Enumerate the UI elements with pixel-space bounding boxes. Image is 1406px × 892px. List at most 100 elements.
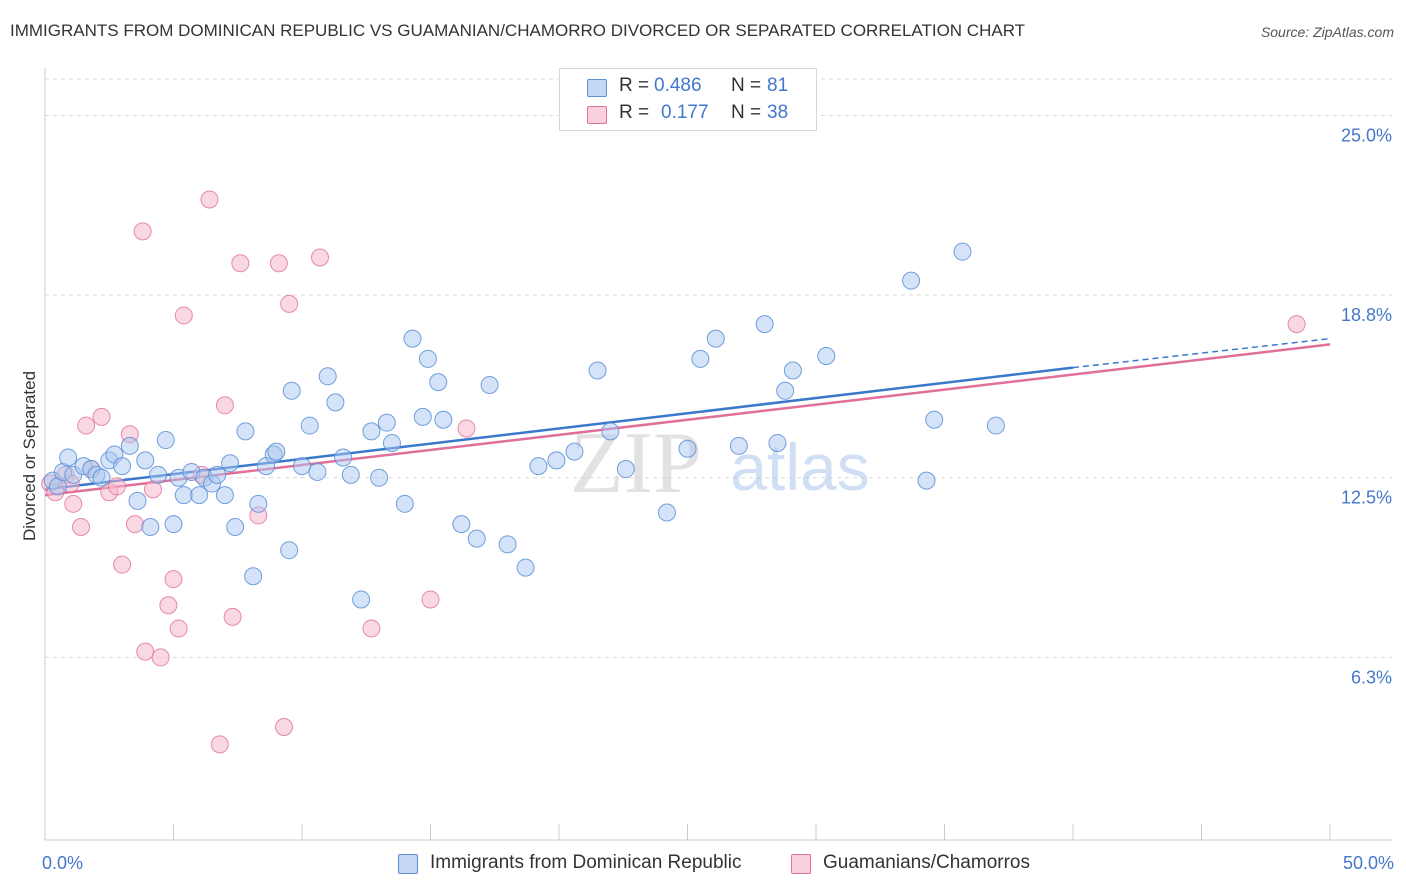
- tick-labels: 6.3% 12.5% 18.8% 25.0% 0.0% 50.0%: [42, 125, 1394, 873]
- data-point-dominican: [817, 347, 836, 366]
- legend-swatch-pink: [587, 106, 607, 124]
- data-point-dominican: [953, 242, 972, 261]
- data-point-guamanian: [280, 294, 299, 313]
- data-point-guamanian: [231, 254, 250, 273]
- data-point-dominican: [547, 451, 566, 470]
- legend-r-label: R =: [619, 102, 650, 123]
- data-point-dominican: [164, 515, 183, 534]
- data-point-guamanian: [92, 407, 111, 426]
- data-point-dominican: [768, 433, 787, 452]
- data-point-dominican: [141, 518, 160, 537]
- data-point-guamanian: [275, 717, 294, 736]
- data-point-dominican: [113, 457, 132, 476]
- data-point-dominican: [174, 486, 193, 505]
- data-point-dominican: [601, 422, 620, 441]
- data-point-guamanian: [223, 607, 242, 626]
- y-tick-label: 18.8%: [1341, 305, 1392, 325]
- data-point-dominican: [149, 465, 168, 484]
- data-point-dominican: [783, 361, 802, 380]
- data-point-dominican: [691, 349, 710, 368]
- legend-row-guamanian: R = 0.177 N = 38: [560, 102, 816, 128]
- watermark-atlas: atlas: [730, 430, 869, 504]
- data-point-guamanian: [164, 570, 183, 589]
- data-point-dominican: [226, 518, 245, 537]
- series-dominican-points: [43, 242, 1005, 609]
- data-point-dominican: [480, 375, 499, 394]
- data-point-guamanian: [457, 419, 476, 438]
- series-guamanians-points: [41, 190, 1306, 754]
- legend-n-label: N =: [731, 102, 762, 123]
- data-point-guamanian: [421, 590, 440, 609]
- data-point-dominican: [318, 367, 337, 386]
- data-point-guamanian: [113, 555, 132, 574]
- data-point-dominican: [467, 529, 486, 548]
- data-point-dominican: [120, 436, 139, 455]
- data-point-dominican: [565, 442, 584, 461]
- data-point-dominican: [729, 436, 748, 455]
- x-tick-label: 50.0%: [1343, 853, 1394, 873]
- bottom-legend-label: Guamanians/Chamorros: [823, 852, 1030, 873]
- data-point-dominican: [293, 457, 311, 476]
- trend-line-dominican-extension: [1072, 337, 1331, 369]
- data-point-dominican: [776, 381, 795, 400]
- data-point-dominican: [452, 515, 471, 534]
- data-point-guamanian: [169, 619, 188, 638]
- data-point-dominican: [215, 486, 234, 505]
- data-point-guamanian: [310, 248, 329, 267]
- data-point-dominican: [221, 454, 240, 473]
- data-point-guamanian: [362, 619, 381, 638]
- correlation-legend: R = 0.486 N = 81 R = 0.177 N = 38: [559, 68, 817, 131]
- bottom-legend-swatch-blue: [398, 854, 418, 874]
- y-tick-label: 6.3%: [1351, 667, 1392, 687]
- data-point-guamanian: [71, 518, 90, 537]
- data-point-dominican: [334, 448, 353, 467]
- y-axis-label: Divorced or Separated: [20, 370, 39, 542]
- data-point-dominican: [588, 361, 607, 380]
- legend-row-dominican: R = 0.486 N = 81: [560, 75, 816, 101]
- chart-title: IMMIGRANTS FROM DOMINICAN REPUBLIC VS GU…: [10, 21, 1026, 40]
- data-point-dominican: [267, 442, 286, 461]
- data-point-dominican: [92, 468, 111, 487]
- data-point-guamanian: [210, 735, 229, 754]
- data-point-dominican: [341, 465, 360, 484]
- data-point-guamanian: [133, 222, 152, 241]
- data-point-dominican: [418, 349, 437, 368]
- data-point-guamanian: [151, 648, 170, 667]
- data-point-dominican: [156, 431, 175, 450]
- legend-r-value: 0.177: [661, 102, 709, 123]
- data-point-guamanian: [136, 642, 155, 661]
- data-point-dominican: [362, 422, 381, 441]
- axes: [44, 68, 1392, 841]
- data-point-dominican: [326, 393, 345, 412]
- bottom-legend-swatch-pink: [791, 854, 811, 874]
- data-point-dominican: [382, 433, 401, 452]
- legend-r-label: R =: [619, 75, 650, 96]
- data-point-dominican: [236, 422, 255, 441]
- x-tick-label: 0.0%: [42, 853, 83, 873]
- legend-swatch-blue: [587, 79, 607, 97]
- data-point-dominican: [249, 494, 268, 513]
- legend-n-value: 81: [767, 75, 789, 96]
- data-point-guamanian: [64, 494, 83, 513]
- legend-n-value: 38: [767, 102, 789, 123]
- bottom-legend-label: Immigrants from Dominican Republic: [430, 852, 742, 873]
- data-point-dominican: [208, 465, 227, 484]
- data-point-dominican: [282, 381, 301, 400]
- data-point-dominican: [529, 457, 548, 476]
- source-label: Source: ZipAtlas.com: [1260, 24, 1394, 40]
- data-point-dominican: [59, 448, 78, 467]
- data-point-guamanian: [215, 396, 234, 415]
- data-point-dominican: [516, 558, 535, 577]
- data-point-dominican: [755, 315, 774, 334]
- legend-n-label: N =: [731, 75, 762, 96]
- data-point-guamanian: [1287, 315, 1306, 334]
- data-point-dominican: [280, 541, 299, 560]
- data-point-dominican: [377, 413, 396, 432]
- data-point-dominican: [986, 416, 1005, 435]
- data-point-guamanian: [174, 306, 193, 325]
- data-point-dominican: [370, 468, 389, 487]
- data-point-guamanian: [125, 515, 144, 534]
- data-point-dominican: [657, 503, 676, 522]
- data-point-dominican: [678, 439, 697, 458]
- data-point-dominican: [413, 407, 432, 426]
